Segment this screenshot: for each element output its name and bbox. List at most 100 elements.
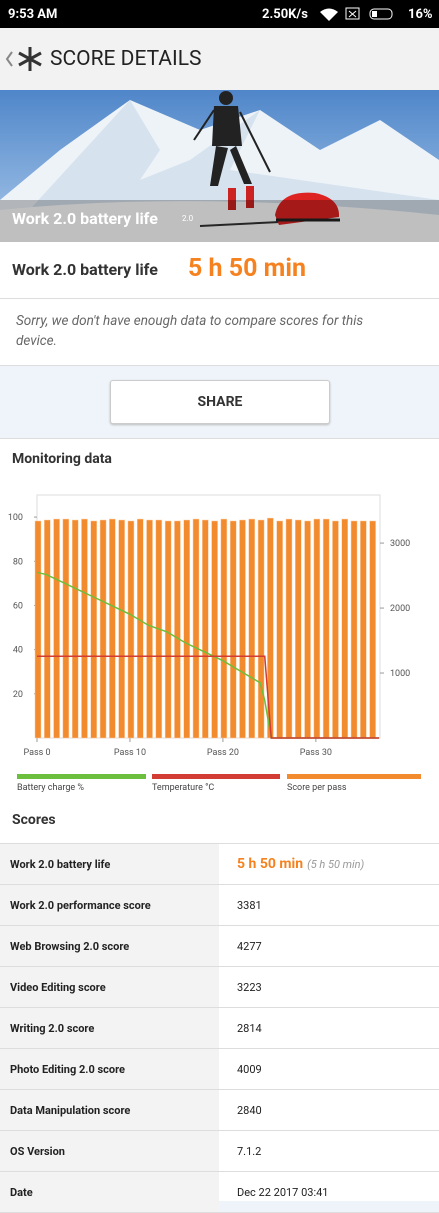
y2-tick-label: 2000: [390, 604, 410, 614]
net-speed: 2.50K/s: [262, 7, 308, 22]
bar: [44, 519, 51, 739]
legend-label: Score per pass: [287, 783, 347, 793]
bar: [239, 519, 246, 739]
bar: [202, 519, 209, 739]
bar: [62, 518, 70, 739]
score-value: 7.1.2: [237, 1144, 262, 1158]
scores-title: Scores: [12, 812, 56, 828]
score-label: Photo Editing 2.0 score: [0, 1048, 219, 1090]
bar: [164, 520, 172, 739]
x-tick-label: Pass 30: [300, 748, 332, 758]
bar: [183, 519, 190, 739]
score-value: (5 h 50 min): [307, 858, 365, 871]
score-label: Web Browsing 2.0 score: [0, 925, 219, 967]
score-value: 2814: [237, 1021, 262, 1035]
x-tick-label: Pass 10: [114, 748, 146, 758]
x-tick-label: Pass 20: [207, 748, 239, 758]
score-value: 2840: [237, 1103, 262, 1117]
y2-tick-label: 1000: [390, 669, 410, 679]
y-tick-label: 60: [13, 601, 23, 611]
legend-swatch: [152, 774, 280, 779]
score-cell: 4009: [219, 1048, 439, 1090]
bar: [248, 518, 256, 739]
bar: [257, 519, 265, 739]
scores-table: Work 2.0 battery life 5 h 50 min (5 h 50 m…: [0, 843, 439, 1213]
score-row: Date Dec 22 2017 03:41: [0, 1171, 439, 1213]
bar: [118, 519, 125, 739]
legend-label: Battery charge %: [17, 783, 84, 793]
score-value: 4277: [237, 939, 262, 953]
score-label: Writing 2.0 score: [0, 1007, 219, 1049]
result-label: Work 2.0 battery life: [12, 260, 158, 279]
status-icons: [320, 7, 393, 21]
line-series: [37, 655, 380, 739]
score-value: 5 h 50 min: [237, 856, 304, 872]
result-value: 5 h 50 min: [188, 254, 306, 283]
bar: [369, 520, 376, 739]
y-tick-label: 20: [13, 690, 23, 700]
back-icon[interactable]: [4, 44, 46, 74]
y2-tick-label: 3000: [390, 539, 410, 549]
y-tick-label: 100: [8, 513, 23, 523]
bar: [90, 520, 98, 739]
score-cell: Dec 22 2017 03:41: [219, 1171, 439, 1213]
bar: [53, 518, 60, 739]
page-title: SCORE DETAILS: [50, 47, 202, 71]
score-value: 3381: [237, 898, 262, 912]
hero-caption: Work 2.0 battery life: [12, 209, 158, 228]
y-tick-label: 40: [13, 646, 23, 656]
score-value: 3223: [237, 980, 262, 994]
score-value: 4009: [237, 1062, 262, 1076]
score-row: OS Version 7.1.2: [0, 1130, 439, 1172]
bar: [211, 520, 218, 739]
bar: [350, 520, 358, 739]
legend-swatch: [17, 774, 146, 779]
bar: [99, 519, 107, 739]
y-tick-label: 80: [13, 557, 23, 567]
bar: [109, 518, 116, 739]
score-label: Work 2.0 battery life: [0, 843, 219, 885]
bar: [322, 518, 330, 739]
result-row: Work 2.0 battery life 5 h 50 min: [0, 242, 439, 299]
monitoring-title: Monitoring data: [12, 451, 112, 467]
score-label: Data Manipulation score: [0, 1089, 219, 1131]
score-value: Dec 22 2017 03:41: [237, 1185, 329, 1199]
bar: [229, 520, 237, 739]
bar: [313, 518, 321, 739]
monitoring-chart: 20 40 60 80 100 1000 2000 3000 Pass 0 Pass 10 Pass…: [8, 494, 421, 793]
score-cell: 2814: [219, 1007, 439, 1049]
score-row: Data Manipulation score 2840: [0, 1089, 439, 1131]
line-series: [36, 571, 380, 739]
bar: [220, 518, 228, 739]
message-box: Sorry, we don't have enough data to comp…: [0, 299, 439, 366]
battery: 16%: [408, 7, 433, 22]
message: Sorry, we don't have enough data to comp…: [16, 313, 364, 349]
bar: [341, 518, 348, 739]
score-row: Web Browsing 2.0 score 4277: [0, 925, 439, 967]
bar: [34, 520, 42, 739]
score-cell: 3381: [219, 884, 439, 926]
bar: [127, 520, 135, 739]
score-label: Date: [0, 1171, 219, 1213]
bar: [360, 520, 367, 739]
bar: [304, 520, 311, 739]
bar: [174, 520, 181, 739]
hero-version: 2.0: [182, 214, 194, 223]
x-tick-label: Pass 0: [23, 748, 50, 758]
score-cell: 3223: [219, 966, 439, 1008]
share-button[interactable]: SHARE: [110, 380, 330, 424]
bar: [136, 518, 144, 739]
score-row: Video Editing score 3223: [0, 966, 439, 1008]
bar: [332, 520, 339, 739]
app-bar: SCORE DETAILS: [0, 28, 439, 91]
hero-image: Work 2.0 battery life 2.0: [0, 90, 439, 242]
time: 9:53 AM: [8, 7, 58, 22]
bar: [276, 520, 283, 739]
score-row: Photo Editing 2.0 score 4009: [0, 1048, 439, 1090]
bar: [285, 518, 293, 739]
score-cell: 4277: [219, 925, 439, 967]
bar: [192, 518, 200, 739]
bar: [267, 517, 274, 739]
score-cell: 5 h 50 min (5 h 50 min): [219, 843, 439, 885]
